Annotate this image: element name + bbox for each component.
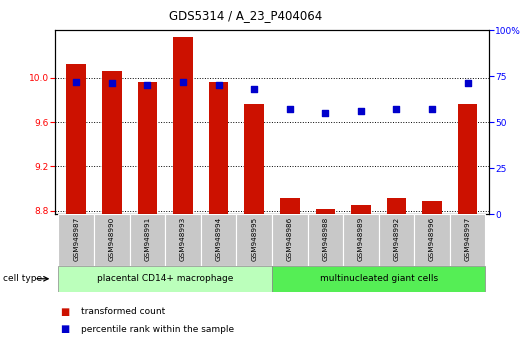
Point — [214, 82, 223, 88]
Bar — [130, 214, 165, 266]
Point — [250, 86, 258, 92]
Point — [321, 110, 329, 116]
Text: GDS5314 / A_23_P404064: GDS5314 / A_23_P404064 — [169, 9, 323, 22]
Point — [428, 107, 436, 112]
Point — [72, 79, 81, 85]
Text: GSM948991: GSM948991 — [144, 217, 151, 261]
Text: multinucleated giant cells: multinucleated giant cells — [320, 274, 438, 283]
Point — [179, 79, 187, 85]
Bar — [379, 214, 414, 266]
Bar — [272, 214, 308, 266]
Text: transformed count: transformed count — [81, 307, 165, 316]
Bar — [386, 198, 406, 214]
Text: GSM948993: GSM948993 — [180, 217, 186, 261]
Bar — [458, 104, 477, 214]
Bar — [173, 37, 193, 214]
Bar — [165, 214, 201, 266]
Bar — [343, 214, 379, 266]
Text: cell type: cell type — [3, 274, 42, 283]
Bar — [94, 214, 130, 266]
Bar — [201, 214, 236, 266]
Bar — [280, 198, 300, 214]
Text: GSM948987: GSM948987 — [73, 217, 79, 261]
Text: GSM948996: GSM948996 — [429, 217, 435, 261]
Bar — [351, 205, 371, 214]
Point — [108, 81, 116, 86]
Text: GSM948986: GSM948986 — [287, 217, 293, 261]
Text: GSM948989: GSM948989 — [358, 217, 364, 261]
Bar — [236, 214, 272, 266]
Text: GSM948992: GSM948992 — [393, 217, 400, 261]
Bar — [414, 214, 450, 266]
Bar — [308, 214, 343, 266]
Text: GSM948995: GSM948995 — [251, 217, 257, 261]
Bar — [59, 266, 272, 292]
Text: GSM948990: GSM948990 — [109, 217, 115, 261]
Bar — [138, 82, 157, 214]
Text: placental CD14+ macrophage: placental CD14+ macrophage — [97, 274, 233, 283]
Bar — [272, 266, 485, 292]
Bar — [209, 82, 229, 214]
Point — [357, 108, 365, 114]
Bar — [102, 71, 122, 214]
Text: GSM948988: GSM948988 — [322, 217, 328, 261]
Text: percentile rank within the sample: percentile rank within the sample — [81, 325, 234, 334]
Bar — [59, 214, 94, 266]
Point — [392, 107, 401, 112]
Point — [286, 107, 294, 112]
Bar — [450, 214, 485, 266]
Text: GSM948997: GSM948997 — [464, 217, 471, 261]
Text: ■: ■ — [60, 324, 70, 334]
Text: GSM948994: GSM948994 — [215, 217, 222, 261]
Bar — [422, 201, 442, 214]
Bar — [66, 64, 86, 214]
Point — [143, 82, 152, 88]
Bar — [315, 209, 335, 214]
Bar — [244, 104, 264, 214]
Point — [463, 81, 472, 86]
Text: ■: ■ — [60, 307, 70, 316]
